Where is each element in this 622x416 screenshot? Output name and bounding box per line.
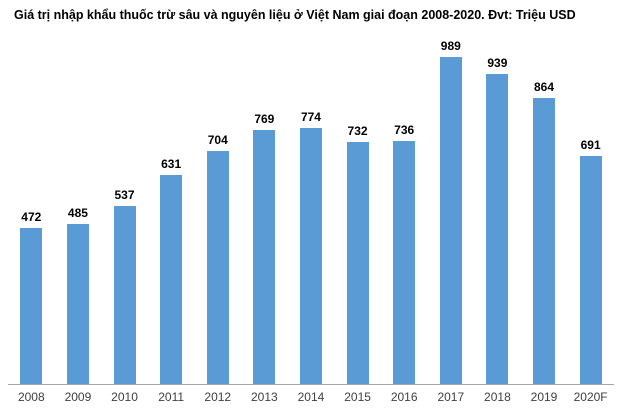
- bar-2020f: [579, 156, 602, 384]
- data-label-2012: 704: [207, 132, 228, 147]
- bar-2017: [439, 57, 462, 384]
- plot-area: 472 485 537 631 704 769 774 732 736 989 939 864 691: [8, 30, 614, 385]
- bar-2015: [346, 142, 369, 384]
- data-label-2020f: 691: [580, 137, 601, 152]
- bar-column-2009: 485: [55, 30, 102, 384]
- bar-2008: [20, 228, 43, 384]
- bar-column-2015: 732: [334, 30, 381, 384]
- data-label-2011: 631: [161, 156, 182, 171]
- data-label-2015: 732: [347, 123, 368, 138]
- x-axis-labels: 2008 2009 2010 2011 2012 2013 2014 2015 2016 2017…: [8, 390, 614, 404]
- x-tick-label-2010: 2010: [111, 390, 138, 404]
- x-tick-label-2012: 2012: [204, 390, 232, 404]
- data-label-2017: 989: [440, 38, 461, 53]
- bar-2018: [486, 74, 509, 384]
- x-tick-label-2014: 2014: [297, 390, 325, 404]
- data-label-2016: 736: [394, 122, 415, 137]
- bar-column-2008: 472: [8, 30, 55, 384]
- bar-column-2017: 989: [427, 30, 474, 384]
- bar-2010: [113, 206, 136, 384]
- x-tick-label-2016: 2016: [390, 390, 418, 404]
- bar-column-2011: 631: [148, 30, 195, 384]
- x-tick-label-2019: 2019: [530, 390, 558, 404]
- x-tick-label-2015: 2015: [344, 390, 371, 404]
- bar-column-2013: 769: [241, 30, 288, 384]
- data-label-2019: 864: [533, 79, 555, 94]
- bar-column-2012: 704: [194, 30, 241, 384]
- x-tick-label-2013: 2013: [251, 390, 278, 404]
- data-label-2008: 472: [21, 209, 42, 224]
- bar-2016: [393, 141, 416, 384]
- x-tick-label-2018: 2018: [484, 390, 511, 404]
- bar-column-2018: 939: [474, 30, 521, 384]
- x-tick-label-2017: 2017: [437, 390, 465, 404]
- x-tick-label-2020f: 2020F: [573, 390, 608, 404]
- bar-2013: [253, 130, 276, 384]
- bar-column-2010: 537: [101, 30, 148, 384]
- data-label-2009: 485: [67, 205, 88, 220]
- bar-column-2020f: 691: [567, 30, 614, 384]
- chart-title: Giá trị nhập khẩu thuốc trừ sâu và nguyê…: [14, 8, 576, 22]
- data-label-2018: 939: [487, 55, 508, 70]
- bar-2019: [533, 98, 555, 384]
- data-label-2013: 769: [254, 111, 275, 126]
- bar-column-2019: 864: [521, 30, 568, 384]
- bar-2014: [299, 128, 322, 384]
- bar-2012: [206, 151, 229, 384]
- x-tick-label-2009: 2009: [64, 390, 92, 404]
- x-tick-label-2008: 2008: [17, 390, 45, 404]
- bar-column-2014: 774: [288, 30, 335, 384]
- data-label-2010: 537: [114, 187, 135, 202]
- bar-column-2016: 736: [381, 30, 428, 384]
- bar-2011: [160, 175, 183, 384]
- bar-2009: [66, 224, 89, 384]
- data-label-2014: 774: [300, 109, 321, 124]
- x-tick-label-2011: 2011: [158, 390, 185, 404]
